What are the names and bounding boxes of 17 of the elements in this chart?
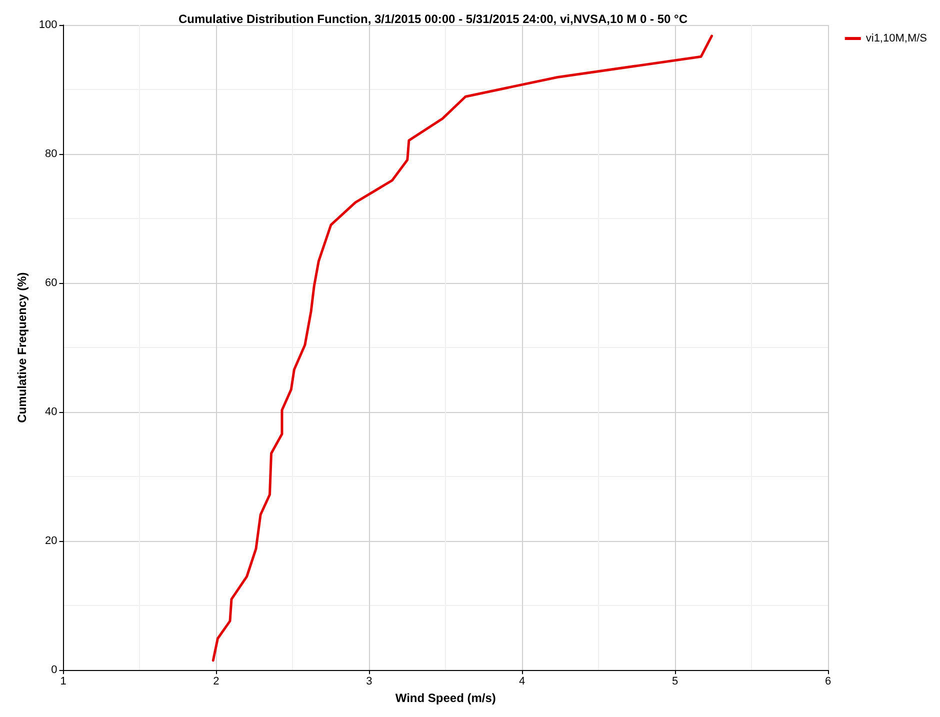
- x-tick-label: 1: [60, 676, 66, 688]
- y-tick-label: 20: [45, 535, 58, 548]
- chart-title: Cumulative Distribution Function, 3/1/2015 00:00 - 5/31/2015 24:00, vi,NVSA,10 M 0 - 50 °C: [178, 12, 688, 26]
- line-series: [212, 34, 714, 662]
- x-tick-label: 3: [366, 676, 372, 688]
- x-tick-label: 2: [213, 676, 220, 688]
- legend-label: vi1,10M,M/S: [866, 32, 928, 44]
- y-tick-label: 60: [45, 277, 58, 290]
- x-tick-label: 5: [672, 676, 678, 688]
- y-axis-title: Cumulative Frequency (%): [15, 272, 29, 423]
- x-axis-title: Wind Speed (m/s): [395, 691, 496, 705]
- x-tick-label: 4: [519, 676, 526, 688]
- x-tick-label: 6: [824, 676, 832, 688]
- y-tick-label: 80: [45, 148, 58, 160]
- y-tick-label: 0: [51, 664, 58, 676]
- y-tick-label: 100: [38, 19, 58, 31]
- y-tick-label: 40: [45, 406, 58, 418]
